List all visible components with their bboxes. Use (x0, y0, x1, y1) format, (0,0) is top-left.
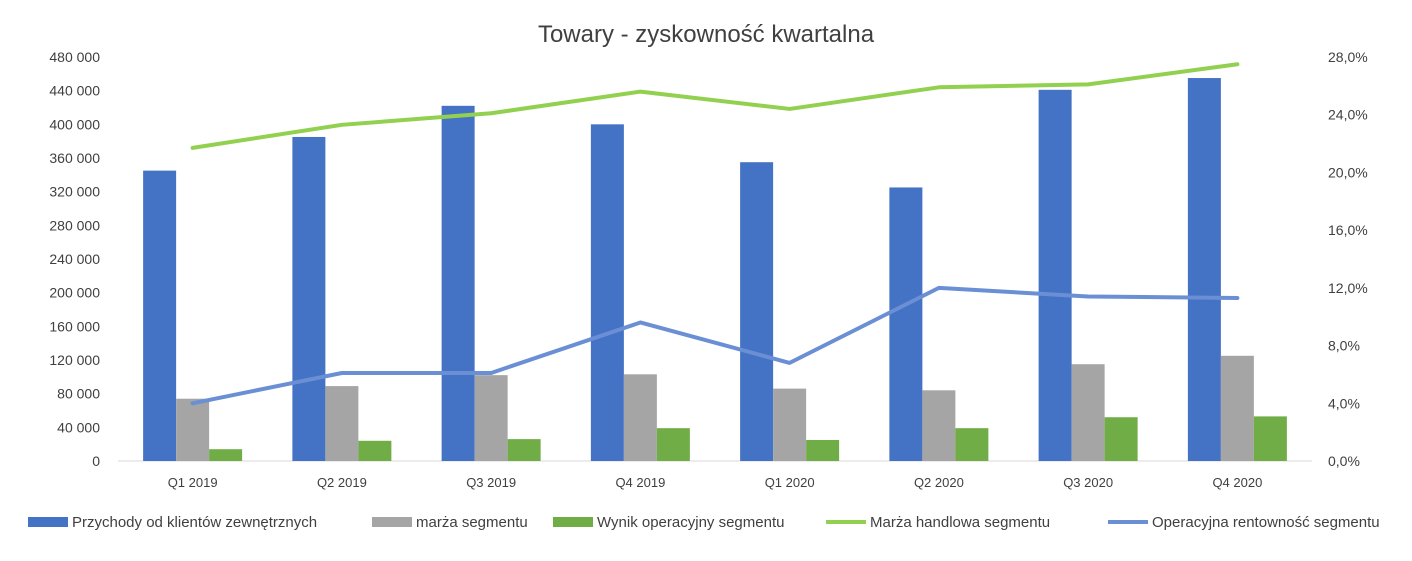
bar (143, 170, 177, 461)
x-tick-label: Q3 2019 (466, 475, 516, 490)
y-left-tick-label: 280 000 (49, 217, 100, 233)
bar (1187, 78, 1221, 462)
bars (143, 78, 1287, 462)
x-tick-label: Q4 2020 (1212, 475, 1262, 490)
legend-label: Marża handlowa segmentu (870, 514, 1050, 531)
y-left-tick-label: 320 000 (49, 184, 100, 200)
legend-label: marża segmentu (416, 514, 528, 531)
x-tick-label: Q4 2019 (615, 475, 665, 490)
y-left-tick-label: 400 000 (49, 116, 100, 132)
bar (358, 440, 392, 461)
y-right-tick-label: 16,0% (1328, 222, 1368, 238)
bar (590, 124, 624, 461)
legend-swatch (553, 517, 593, 527)
legend-label: Operacyjna rentowność segmentu (1152, 514, 1380, 531)
bar (474, 375, 508, 461)
bar (1220, 355, 1254, 461)
x-tick-label: Q2 2019 (317, 475, 367, 490)
y-right-tick-label: 12,0% (1328, 280, 1368, 296)
y-left-tick-label: 120 000 (49, 352, 100, 368)
bar (441, 105, 475, 462)
lines (190, 62, 1240, 406)
x-tick-label: Q1 2019 (168, 475, 218, 490)
series-line (190, 285, 1240, 406)
legend-label: Wynik operacyjny segmentu (597, 514, 784, 531)
y-right-tick-label: 28,0% (1328, 49, 1368, 65)
y-left-tick-label: 200 000 (49, 285, 100, 301)
y-left-tick-label: 80 000 (57, 386, 100, 402)
bar (623, 374, 657, 461)
axes: 0 40 000 80 000 120 000 160 000 200 000 240 00… (49, 49, 1367, 490)
bar (325, 386, 359, 461)
legend-swatch (28, 517, 68, 527)
bar (1253, 416, 1287, 461)
y-left-tick-label: 240 000 (49, 251, 100, 267)
y-right-tick-label: 8,0% (1328, 338, 1360, 354)
bar (656, 428, 690, 461)
y-left-tick-label: 360 000 (49, 150, 100, 166)
y-right-tick-label: 20,0% (1328, 164, 1368, 180)
bar (209, 449, 243, 461)
y-right-tick-label: 4,0% (1328, 395, 1360, 411)
legend-label: Przychody od klientów zewnętrznych (72, 514, 317, 531)
x-tick-label: Q1 2020 (765, 475, 815, 490)
y-right-tick-label: 24,0% (1328, 107, 1368, 123)
y-left-tick-label: 40 000 (57, 419, 100, 435)
bar (922, 390, 956, 461)
bar (176, 398, 210, 461)
bar (740, 162, 774, 462)
y-left-tick-label: 0 (92, 453, 100, 469)
bar (1038, 89, 1072, 461)
legend-swatch (372, 517, 412, 527)
bar (773, 388, 807, 461)
series-line (190, 62, 1240, 150)
x-tick-label: Q3 2020 (1063, 475, 1113, 490)
bar (889, 187, 923, 462)
y-left-tick-label: 480 000 (49, 49, 100, 65)
chart-title: Towary - zyskowność kwartalna (538, 21, 875, 48)
bar (806, 439, 840, 461)
y-left-tick-label: 440 000 (49, 83, 100, 99)
legend: Przychody od klientów zewnętrznych marża … (28, 514, 1380, 531)
bar (292, 136, 326, 462)
bar (955, 428, 989, 461)
y-right-tick-label: 0,0% (1328, 453, 1360, 469)
x-tick-label: Q2 2020 (914, 475, 964, 490)
y-left-tick-label: 160 000 (49, 318, 100, 334)
bar (507, 439, 541, 461)
bar (1071, 364, 1105, 461)
bar (1104, 417, 1138, 461)
